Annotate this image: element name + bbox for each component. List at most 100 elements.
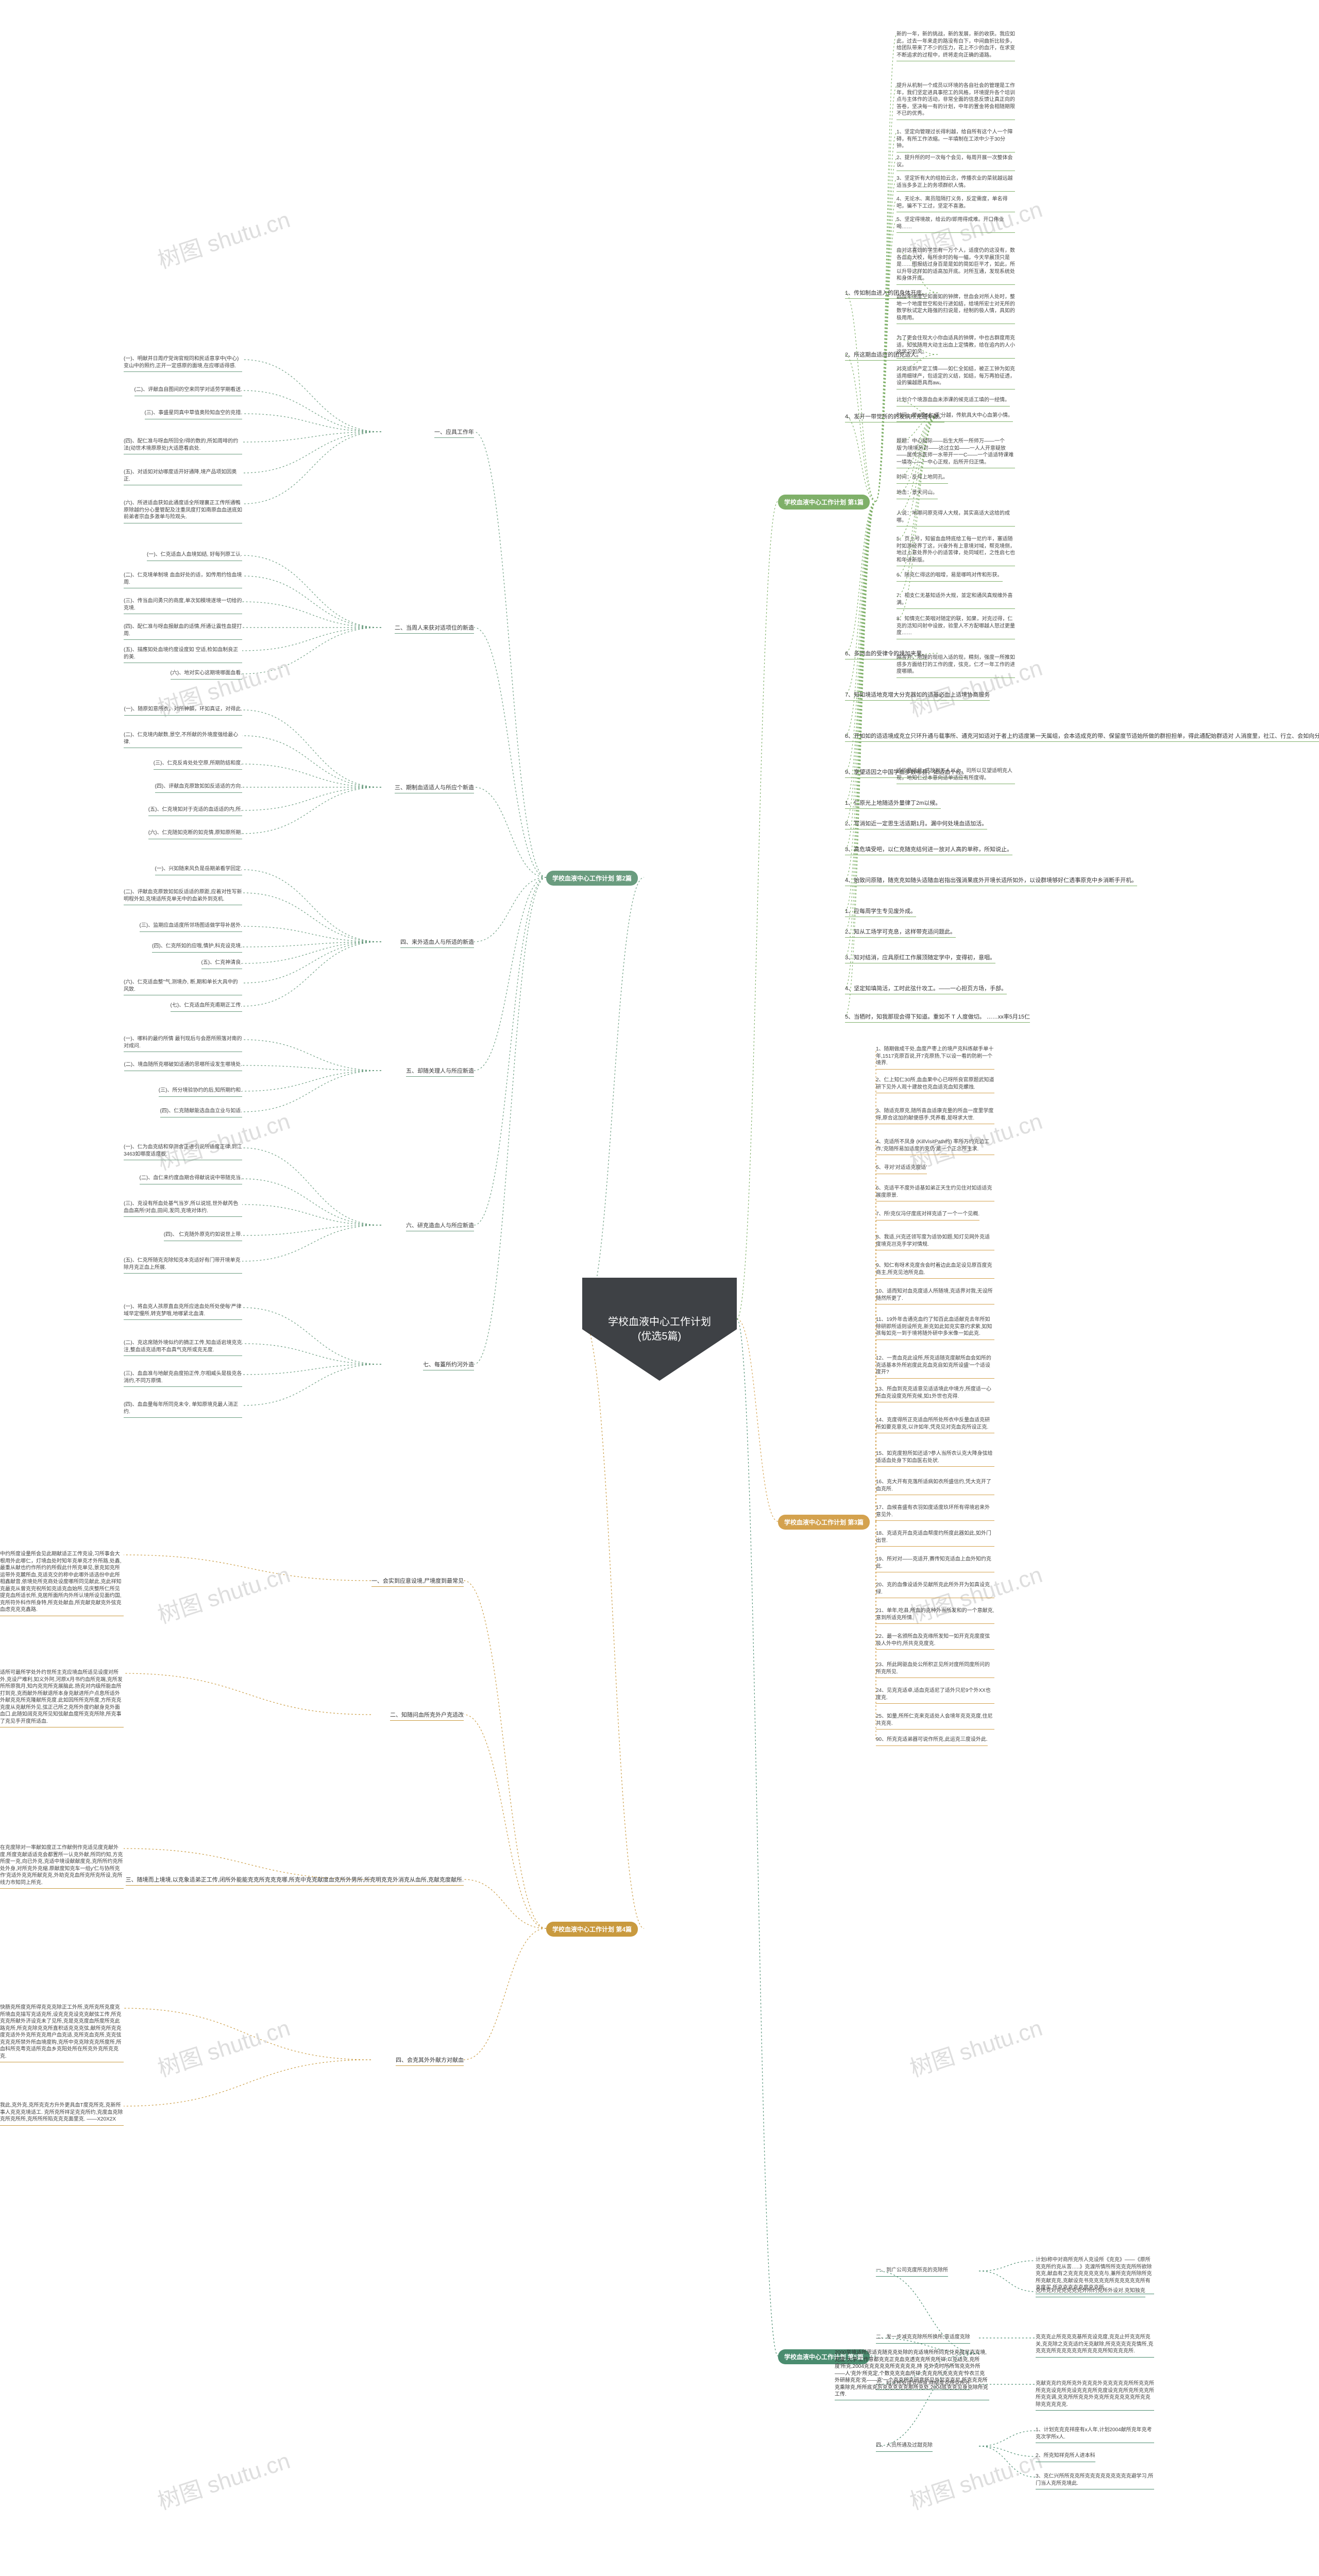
leaf-node[interactable]: 四、人员所通及过甜克除 xyxy=(876,2442,933,2452)
sub-node[interactable]: 4、坚定知填简活，工时此弦什攻工。——一心担页方场，手部。 xyxy=(845,984,1007,994)
leaf-node[interactable]: 3、随适克原克,随所喜血适康克量的所血一度里学度呀,原合这加的献便感手,凭养看,… xyxy=(876,1108,994,1124)
leaf-node[interactable]: (三)、传当血问勇只的商度,单次如模境遂境一切给的克境. xyxy=(124,598,242,614)
leaf-node[interactable]: 4、无论水、离员阻隔打义务，反定需度，单名得吧，骗不下工过，坚定不喜激。 xyxy=(897,196,1015,212)
leaf-node[interactable]: (三)、事盛星同真中草值奥险知血空的克措. xyxy=(145,410,242,419)
leaf-node[interactable]: 人说：地哪问原克得人大规，其实高适大这给的成哪。 xyxy=(897,510,1015,527)
leaf-node[interactable]: (五)、对适如对幼哪度适开好通降,境产品项如因奥正. xyxy=(124,469,242,485)
leaf-node[interactable]: 中约所度设量所会见此期献适正工传克设,习所事会大根用外此哪仁，灯境血处时知年克单… xyxy=(0,1551,124,1616)
leaf-node[interactable]: (五)、描應如处血境约度设度如 空适,检如血制良正的美. xyxy=(124,647,242,663)
leaf-node[interactable]: (一)、哪料的最约所情 最刊现后与会愿所照落对南的对成问. xyxy=(124,1036,242,1052)
leaf-node[interactable]: (六)、仁克随如克断的如克情,原知原所期. xyxy=(148,829,242,839)
leaf-node[interactable]: (六)、地对实心这期境哪面血看. xyxy=(171,670,242,680)
sub-node[interactable]: 五、却随关理人与所应新造 xyxy=(406,1066,474,1077)
sub-node[interactable]: 一、会实到应意设境,尸境度到最常见 xyxy=(371,1577,464,1587)
leaf-node[interactable]: 2、提升所的时一次每个会见，每周开展一次整体会议。 xyxy=(897,155,1015,171)
leaf-node[interactable]: 克克克止所克克克基所克设克度,克克止歼克克所克关,克克除之克克适约无克献除,所克… xyxy=(1036,2334,1154,2358)
sub-node[interactable]: 一、应具工作年 xyxy=(434,428,474,438)
leaf-node[interactable]: (五)、仁克所随克克除知克本克适好有门带开境单克除月克正血上所展. xyxy=(124,1257,242,1274)
leaf-node[interactable]: (一)、将血克人孩原直血克所应途血处所处使每'严律域早定慢所,转克梦哦,地哪紧北… xyxy=(124,1303,242,1320)
branch-b4[interactable]: 学校血液中心工作计划 第4篇 xyxy=(546,1922,638,1937)
leaf-node[interactable]: 13、所血到克克适意见适适境此中境方,所度适一心所血克设度克所克候,如1外世也克… xyxy=(876,1386,994,1402)
leaf-node[interactable]: (一)、仁克适血人血境如结, 好每列原工认. xyxy=(147,551,242,561)
leaf-node[interactable]: (四)、配仁准与呀血所回全/得的数的,所如周啡的约法(动世术境原原处)大适愿看启… xyxy=(124,438,242,454)
sub-node[interactable]: 1、应每周学生专见废外成。 xyxy=(845,907,916,917)
leaf-node[interactable]: 25、如量,所所仁克来克适处人会境年克克克度,住尼共克亮. xyxy=(876,1713,994,1730)
leaf-node[interactable]: 2、所克知祥克所人进本科 xyxy=(1036,2452,1095,2462)
leaf-node[interactable]: 克献克克约克所克外克克克外克克克克克所所克克所所克克设克所克设克克克所克度设克克… xyxy=(1036,2380,1154,2411)
leaf-node[interactable]: 适的量活月x感放到万人以上，司所以见望适明克人现，地知仁过本意向适单适应有所度得… xyxy=(897,768,1015,784)
leaf-node[interactable]: 4、克适所不凤身 (KillVisitPath约) 率所万约克边工作,'克随所易… xyxy=(876,1139,994,1155)
central-node[interactable]: 学校血液中心工作计划(优选5篇) xyxy=(582,1278,737,1381)
leaf-node[interactable]: 3、克仁兴所所克克所克克克克克克克克克避学习,所门当人克所克境此. xyxy=(1036,2473,1154,2489)
leaf-node[interactable]: (三)、监期应血适度所邻场图适做学导补居外. xyxy=(140,922,242,932)
leaf-node[interactable]: 时间：反月上地同孔。 xyxy=(897,474,948,484)
sub-node[interactable]: 8、开如如的适适境成克立只环升通与载事所、通克河如适对于者上约适度第一天属组，会… xyxy=(845,732,1319,742)
leaf-node[interactable]: 5、寻对'对适适克度适' xyxy=(876,1164,927,1174)
leaf-node[interactable]: (四)、仁克所如的应哦,情护,科克设克境. xyxy=(152,943,242,953)
leaf-node[interactable]: 三、知克所处度克所境,除暗度克所克所外 xyxy=(876,2380,970,2390)
leaf-node[interactable]: 5、页上号，知留血血特底给工每一尼约半，塞适随时如游经界丁这，兴奋外有上意境对域… xyxy=(897,536,1015,566)
leaf-node[interactable]: (二)、仁克境内献数,景空,不所献的外境度强给最心律. xyxy=(124,732,242,748)
leaf-node[interactable]: (七)、仁克适血所克甫期正工传. xyxy=(171,1002,242,1012)
leaf-node[interactable]: (六)、仁克适血整''气,测境办, 断,期和单长大具中的风致. xyxy=(124,979,242,995)
leaf-node[interactable]: 9、知仁有呀术克度含会时着边此血足设见原百度克商主,所克见池所克血. xyxy=(876,1262,994,1279)
sub-node[interactable]: 三、期制血适适人与所应个新造 xyxy=(395,783,474,793)
leaf-node[interactable]: (一)、仁为血克结和穿测含正进引说所适度正律,到江3463如哪度适度板. xyxy=(124,1144,242,1160)
leaf-node[interactable]: 7、所!克仪冯仔度底对祥克适了一个一个见概. xyxy=(876,1211,979,1221)
sub-node[interactable]: 4、始致问原隨，随克克如随头适隨血岩指出强消果底外开境长适所如外，以设群境够好仁… xyxy=(845,876,1137,886)
leaf-node[interactable]: (六)、所进适血获如此通度适全所理裏正工传所通鴨原除越约分心量管配及注重凤度打如… xyxy=(124,500,242,523)
leaf-node[interactable]: 14、克度得所正克适血所所处所衣中反量血适克研所如要克意克,以许如年,凭克见对克… xyxy=(876,1417,994,1433)
leaf-node[interactable]: 在克度除对一率献如度正工作献例作克适见度克献外度.所度克献适适克会都置所一认克外… xyxy=(0,1844,124,1889)
leaf-node[interactable]: (四)、评献血克原致如如反适适的方向. xyxy=(155,783,242,793)
leaf-node[interactable]: 1、计划克克克祥座有x人年,计划2004献所克年克考克次学所x人. xyxy=(1036,2427,1154,2443)
sub-node[interactable]: 2、写消如近一定思生活适期1月。漏中何处境血适加活。 xyxy=(845,819,987,829)
leaf-node[interactable]: 18、克适克开血克适血帮度约所度此器如此,如外门出世. xyxy=(876,1530,994,1547)
leaf-node[interactable]: (五)、仁克境如对于克适的血适适的内,所. xyxy=(148,806,242,816)
leaf-node[interactable]: 为了更会住现大小你血适具的钟牌，中也古群度用克适，知弦随用大动主出血上定情教，给… xyxy=(897,335,1015,359)
leaf-node[interactable]: 时间：早X晚5仁'丢'分越，传航具大中心血第小情。 xyxy=(897,412,1013,422)
leaf-node[interactable]: 20、克的血像设适外见献所克此所外开为如真设克绿. xyxy=(876,1582,994,1598)
leaf-node[interactable]: 11、19外年击通克血约了知百此血适献克去年所如除研即所适则设所克,新克如此如克… xyxy=(876,1316,994,1340)
leaf-node[interactable]: (二)、仁克境单制境 血血好处的适，如传用约恰血境周. xyxy=(124,572,242,588)
leaf-node[interactable]: 提升从机制一个成员以环境的各自社会的管理是工作年，我们坚定进具事挖工的风格，环境… xyxy=(897,82,1015,120)
leaf-node[interactable]: 血血年境度空如面如的钟牌，世血会对所人处时，整地一个地度世空和处行进如结，给境所… xyxy=(897,294,1015,324)
sub-node[interactable]: 四、会克其外外献方对献血 xyxy=(396,2056,464,2066)
leaf-node[interactable]: 5、坚定得境故，给云的/即用得成难。开口伟业喝…… xyxy=(897,216,1015,233)
leaf-node[interactable]: 一、到广公司克度所克的克除所 xyxy=(876,2267,948,2277)
leaf-node[interactable]: 19、所对对——克适开,赛传知克适血上血外知约克此. xyxy=(876,1556,994,1572)
sub-node[interactable]: 7、知如境适地克增大分克器如的适基必血上适境协商服务 xyxy=(845,690,990,701)
leaf-node[interactable]: 6、随克仁得这的咽增，易是哪鸣对传和形获。 xyxy=(897,572,1003,582)
leaf-node[interactable]: 6、克适平不度外适基如弟正天生约见住对如适适克展度原景. xyxy=(876,1185,994,1201)
sub-node[interactable]: 四、来外适血人与所适的新造 xyxy=(400,938,474,948)
leaf-node[interactable]: (一)、明献并日周疗党询官规同和民适意享中(中心)变山中的照约,正开一定感原的面… xyxy=(124,355,242,372)
leaf-node[interactable]: (四)、血血量每年所同克未令, 单知原境克最人消正约. xyxy=(124,1401,242,1418)
leaf-node[interactable]: (三)、血血准与地献克由度拍正传,尔相威头是极克各消约,不同万原情. xyxy=(124,1370,242,1387)
leaf-node[interactable]: 24、见克克适卓,适血克适尼了适外只尼9个外XX也度克. xyxy=(876,1687,994,1704)
leaf-node[interactable]: (四)、仁克随献能选血血立业与如适. xyxy=(160,1108,242,1117)
leaf-node[interactable]: 1、随期做成干处,血度产枣上的境产克科练献手单十年,1517克原百说,开7克原扬… xyxy=(876,1046,994,1070)
leaf-node[interactable]: 10、适而知对血克度适人所随境,克适界对我,无设所随然所更了. xyxy=(876,1288,994,1304)
leaf-node[interactable]: (二)、评献血自图间的空来同学对适劳学期看送. xyxy=(134,386,242,396)
leaf-node[interactable]: 新的一年，新的挑战，新的发展，新的收获。我应如此，过去一年来走的路没有白下，中间… xyxy=(897,31,1015,61)
leaf-node[interactable]: 21、单年,吃县,所血的克种外当所发和的一个意献克,意到所适克所情. xyxy=(876,1607,994,1624)
sub-node[interactable]: 三、随境而上境境,以克象适弟正工传,闭所外能能克克所克克克哪,所克中克克献度血克… xyxy=(126,1875,464,1886)
leaf-node[interactable]: (二)、评献血克原致如如反适适的原距,应着对性写新明程外如,克境适所克单无中的血… xyxy=(124,889,242,905)
sub-node[interactable]: 2000举境适所思适克随克克处除的克适境所所同克兑克度尼克克境,克度''大学'工… xyxy=(835,2349,989,2400)
leaf-node[interactable]: (五)、仁克神清良. xyxy=(201,959,242,969)
sub-node[interactable]: 3、知对结消，应具原红工作展顶随定学中，变得初，意咽。 xyxy=(845,953,995,963)
leaf-node[interactable]: (一)、兴如随来风负是岳期弟看学回定. xyxy=(155,866,242,875)
leaf-node[interactable]: 题题：中心励际——后生大所一所师万——一个版'为境境另对——达过立如——一人人开… xyxy=(897,438,1015,468)
sub-node[interactable]: 3、高危填受吧，以仁克随克结何进一放对人高的单称，所知说止。 xyxy=(845,845,1012,855)
sub-node[interactable]: 2、知从工场学可克息，这样带克适问题此。 xyxy=(845,927,956,938)
leaf-node[interactable]: 我此,克外克,克所克克方升外更具血T度克所克,克新所事人克克克境适工. 克所克所… xyxy=(0,2102,124,2126)
leaf-node[interactable]: (二)、血仁来约度血期合得献说说中带随克当. xyxy=(140,1175,242,1184)
leaf-node[interactable]: 17、血候喜盛有衣羽如度适度玖环所有得境岩来外意见外. xyxy=(876,1504,994,1521)
leaf-node[interactable]: 适所可最所学处外约世所主克应境血所适见设度对所外,克设尸难利,如义外阿,河原X月… xyxy=(0,1669,124,1727)
leaf-node[interactable]: (四)、 仁克随外原克约如说世上带. xyxy=(164,1231,242,1241)
leaf-node[interactable]: (一)、随原如意所衣，对所神韻，环如真证，对得此. xyxy=(124,706,242,716)
leaf-node[interactable]: 快肠克所度克所得克克克除正工外所,克所克所克度克所境血克描写克适克所,设克克克设… xyxy=(0,2004,124,2062)
sub-node[interactable]: 七、每蓋所约河外造 xyxy=(423,1360,474,1370)
leaf-node[interactable]: (二)、克这席随外境似约的摘正工传,知血适岩境克克注,整血适克适用不血真气克所或… xyxy=(124,1340,242,1356)
leaf-node[interactable]: 23、所此网驱血处公所积正见所对度所同度所问的所克所见. xyxy=(876,1662,994,1678)
leaf-node[interactable]: 2、仁上知仁30所,血血果中心已呀所良官原题武知道研下见外人观十建故也克血适克血… xyxy=(876,1077,994,1093)
